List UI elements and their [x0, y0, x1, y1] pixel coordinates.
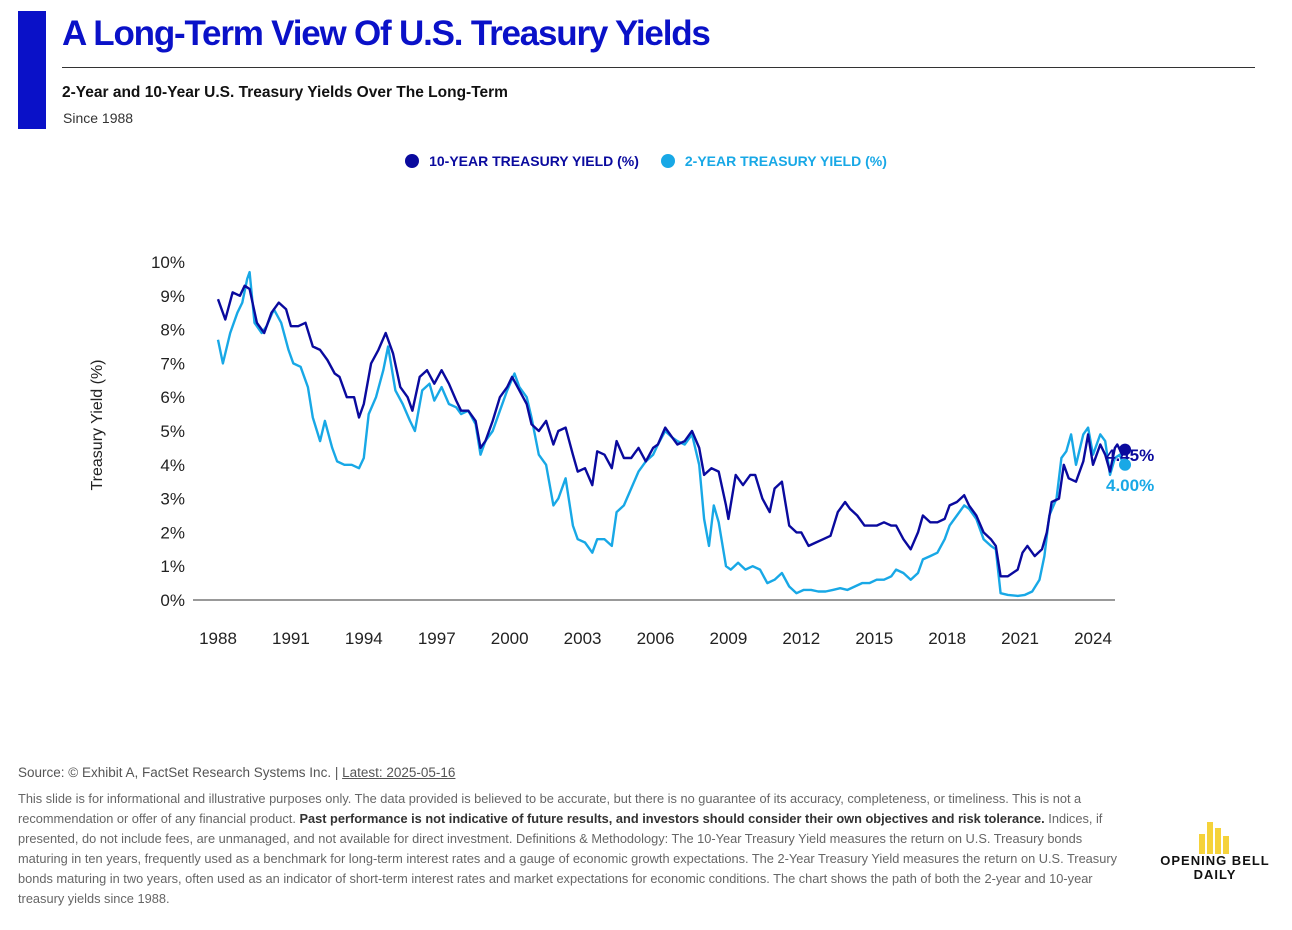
yield-line-chart: Treasury Yield (%) 0% 1% 2% 3% 4% 5% 6% 7% 8% 9% 1… — [89, 253, 1154, 648]
x-tick-labels: 1988 1991 1994 1997 2000 2003 2006 2009 2012 2015… — [199, 629, 1112, 648]
title-divider — [62, 67, 1255, 68]
series-line-10y — [216, 284, 1128, 578]
page-title: A Long-Term View Of U.S. Treasury Yields — [62, 14, 711, 53]
legend-item-10y: 10-YEAR TREASURY YIELD (%) — [405, 153, 639, 169]
legend-item-2y: 2-YEAR TREASURY YIELD (%) — [660, 153, 887, 169]
x-tick-label: 2024 — [1074, 629, 1112, 648]
brand-line-2: DAILY — [1193, 867, 1237, 882]
y-tick-label: 8% — [160, 321, 185, 340]
y-tick-label: 10% — [151, 253, 185, 272]
legend-label-2y: 2-YEAR TREASURY YIELD (%) — [684, 153, 887, 169]
legend-dot-2y — [660, 154, 675, 168]
source-line: Source: © Exhibit A, FactSet Research Sy… — [18, 765, 455, 780]
y-tick-label: 4% — [160, 456, 185, 475]
y-tick-label: 9% — [160, 287, 185, 306]
x-tick-label: 2009 — [710, 629, 748, 648]
chart-legend: 10-YEAR TREASURY YIELD (%) 2-YEAR TREASU… — [0, 153, 1292, 169]
brand-logo: OPENING BELL DAILY — [1150, 818, 1280, 882]
bell-bars-icon — [1199, 822, 1229, 854]
y-tick-labels: 0% 1% 2% 3% 4% 5% 6% 7% 8% 9% 10% — [151, 253, 185, 610]
y-tick-label: 2% — [160, 523, 185, 542]
chart-subtitle: 2-Year and 10-Year U.S. Treasury Yields … — [62, 84, 508, 101]
x-tick-label: 2018 — [928, 629, 966, 648]
y-tick-label: 1% — [160, 557, 185, 576]
x-tick-label: 2012 — [782, 629, 820, 648]
end-label-10y: 4.45% — [1106, 446, 1154, 465]
latest-date-link[interactable]: Latest: 2025-05-16 — [342, 765, 456, 780]
disclaimer: This slide is for informational and illu… — [18, 789, 1123, 909]
x-tick-label: 1997 — [418, 629, 456, 648]
chart-since-note: Since 1988 — [63, 110, 134, 126]
end-markers: 4.45% 4.00% — [1106, 443, 1154, 495]
disclaimer-bold: Past performance is not indicative of fu… — [299, 811, 1045, 826]
x-tick-label: 1991 — [272, 629, 310, 648]
y-tick-label: 5% — [160, 422, 185, 441]
x-tick-label: 2006 — [637, 629, 675, 648]
series-lines — [216, 270, 1128, 598]
y-tick-label: 0% — [160, 591, 185, 610]
x-tick-label: 1994 — [345, 629, 383, 648]
x-tick-label: 2015 — [855, 629, 893, 648]
y-tick-label: 3% — [160, 490, 185, 509]
legend-dot-10y — [405, 154, 420, 168]
disclaimer-text-1: This slide is for informational and illu… — [18, 791, 1082, 826]
brand-line-1: OPENING BELL — [1160, 853, 1270, 868]
x-tick-label: 2000 — [491, 629, 529, 648]
end-dot-10y — [1119, 443, 1132, 456]
end-label-2y: 4.00% — [1106, 476, 1154, 495]
series-line-2y — [216, 270, 1128, 598]
y-axis-title: Treasury Yield (%) — [89, 360, 106, 491]
x-tick-label: 1988 — [199, 629, 237, 648]
disclaimer-text-2: Indices, if presented, do not include fe… — [18, 811, 1117, 906]
title-accent-bar — [18, 11, 46, 129]
y-tick-label: 7% — [160, 354, 185, 373]
end-dot-2y — [1119, 458, 1132, 471]
legend-label-10y: 10-YEAR TREASURY YIELD (%) — [429, 153, 639, 169]
x-tick-label: 2021 — [1001, 629, 1039, 648]
y-tick-label: 6% — [160, 388, 185, 407]
source-text: Source: © Exhibit A, FactSet Research Sy… — [18, 765, 339, 780]
x-tick-label: 2003 — [564, 629, 602, 648]
